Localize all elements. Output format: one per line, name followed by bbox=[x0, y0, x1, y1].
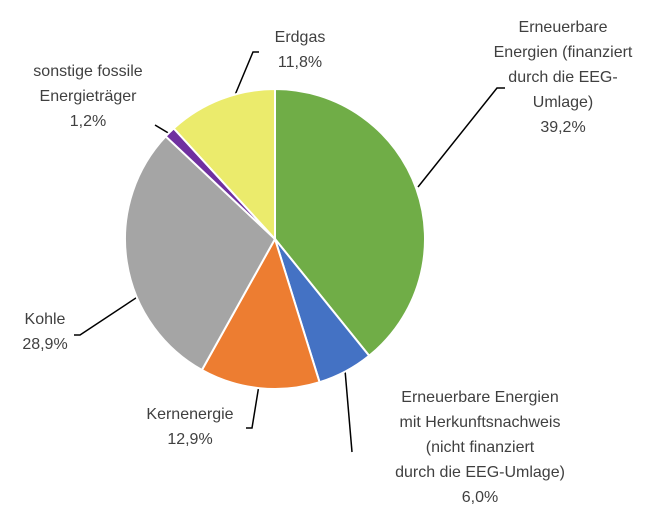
value-label: 12,9% bbox=[167, 431, 212, 448]
slice-label: Umlage) bbox=[533, 94, 593, 111]
leader-line bbox=[417, 87, 505, 188]
slice-label: durch die EEG- bbox=[508, 69, 617, 86]
slice-label: sonstige fossile bbox=[33, 63, 142, 80]
pie-slice bbox=[200, 236, 321, 390]
slice-label: Energien (finanziert bbox=[494, 44, 633, 61]
slice-label: (nicht finanziert bbox=[426, 439, 535, 456]
slice-label: Kernenergie bbox=[146, 406, 233, 423]
pie-slice bbox=[172, 87, 276, 242]
pie-slice bbox=[274, 87, 426, 358]
leader-line bbox=[246, 384, 260, 429]
slice-label: Erneuerbare Energien bbox=[401, 389, 558, 406]
leader-line bbox=[74, 287, 152, 336]
value-label: 11,8% bbox=[278, 54, 322, 71]
slice-label: durch die EEG-Umlage) bbox=[395, 464, 565, 481]
slice-label: Energieträger bbox=[40, 88, 138, 105]
slice-label: Erneuerbare bbox=[519, 19, 608, 36]
value-label: 1,2% bbox=[70, 113, 106, 130]
pie-slice bbox=[124, 134, 277, 372]
slice-label: mit Herkunftsnachweis bbox=[400, 414, 561, 431]
value-label: 28,9% bbox=[22, 336, 67, 353]
value-label: 39,2% bbox=[540, 119, 585, 136]
leader-line bbox=[154, 124, 171, 135]
slice-label: Erdgas bbox=[275, 29, 326, 46]
leader-line bbox=[344, 369, 353, 453]
value-label: 6,0% bbox=[462, 489, 498, 506]
slice-label: Kohle bbox=[25, 311, 66, 328]
